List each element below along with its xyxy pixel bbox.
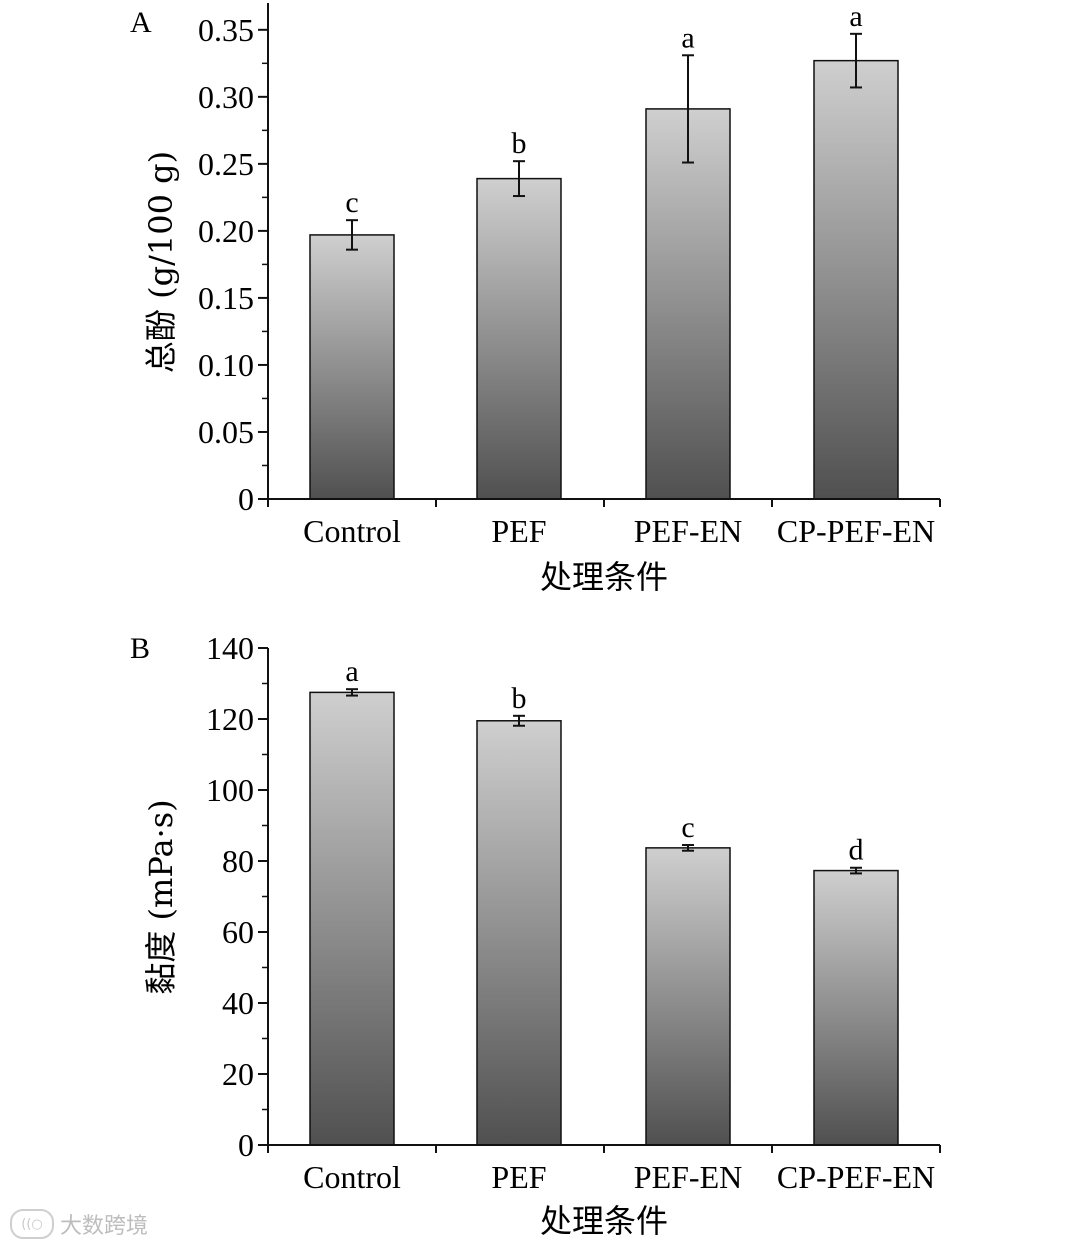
watermark-text: 大数跨境 [60,1214,149,1239]
bar-b-0 [309,691,395,1146]
y-tick-label-b-2: 40 [222,985,254,1021]
x-tick-label-a-2: PEF-EN [634,513,742,549]
y-tick-label-a-3: 0.15 [198,280,254,316]
significance-letter-a-0: c [345,186,358,219]
y-tick-label-b-7: 140 [206,630,254,666]
y-axis-label-a: 总酚 (g/100 g) [142,151,180,373]
x-tick-label-a-0: Control [303,513,401,549]
significance-letter-b-0: a [345,655,358,688]
x-tick-label-a-1: PEF [491,513,546,549]
significance-letter-b-2: c [681,811,694,844]
bar-b-3 [813,869,899,1146]
x-tick-label-b-2: PEF-EN [634,1159,742,1195]
bar-a-2 [645,108,731,500]
chart-panel-b: B 黏度 (mPa·s) 处理条件 a Control b PEF c PEF-EN d CP… [130,630,941,1240]
x-tick-label-b-3: CP-PEF-EN [777,1159,935,1195]
y-tick-label-b-5: 100 [206,772,254,808]
y-axis-label-b: 黏度 (mPa·s) [142,799,180,994]
y-tick-label-a-0: 0 [238,481,254,517]
y-tick-label-a-1: 0.05 [198,414,254,450]
y-tick-label-a-7: 0.35 [198,12,254,48]
y-tick-label-b-0: 0 [238,1127,254,1163]
x-tick-label-b-1: PEF [491,1159,546,1195]
bar-a-3 [813,59,899,500]
significance-letter-a-3: a [849,0,862,33]
y-tick-label-b-6: 120 [206,701,254,737]
panel-label-a: A [130,6,152,39]
x-axis-title-b: 处理条件 [540,1202,668,1240]
bar-a-1 [476,177,562,500]
y-tick-label-a-5: 0.25 [198,146,254,182]
x-axis-title-a: 处理条件 [540,558,668,596]
bar-b-2 [645,847,731,1146]
bar-a-0 [309,234,395,500]
y-tick-label-b-1: 20 [222,1056,254,1092]
significance-letter-a-1: b [512,127,527,160]
x-tick-label-b-0: Control [303,1159,401,1195]
y-tick-label-b-4: 80 [222,843,254,879]
y-tick-label-a-2: 0.10 [198,347,254,383]
bar-b-1 [476,720,562,1146]
significance-letter-b-1: b [512,682,527,715]
significance-letter-a-2: a [681,21,694,54]
significance-letter-b-3: d [849,834,864,867]
y-tick-label-a-6: 0.30 [198,79,254,115]
watermark-logo-icon: ((○ [10,1209,54,1239]
y-tick-label-b-3: 60 [222,914,254,950]
x-tick-label-a-3: CP-PEF-EN [777,513,935,549]
chart-panel-a: A 总酚 (g/100 g) 处理条件 c Control b PEF a PEF-EN a… [130,0,941,596]
watermark: ((○ 大数跨境 [10,1208,148,1240]
panel-label-b: B [130,632,150,665]
y-tick-label-a-4: 0.20 [198,213,254,249]
